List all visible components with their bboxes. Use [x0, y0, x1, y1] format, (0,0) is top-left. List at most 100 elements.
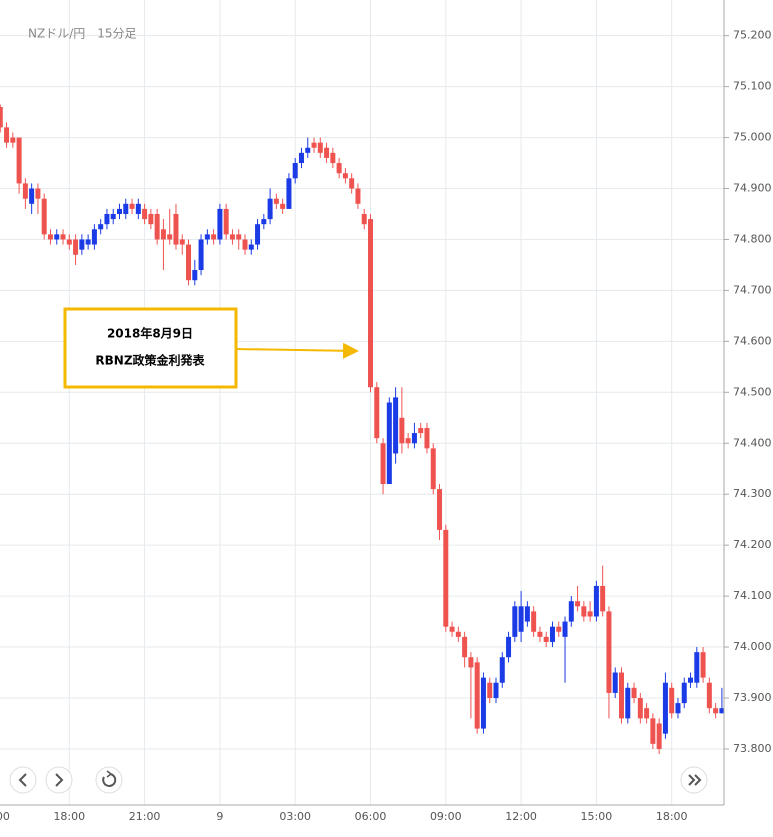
candle-body	[286, 178, 292, 209]
candle-body	[255, 224, 261, 245]
candle-body	[98, 224, 104, 230]
candle-body	[562, 621, 568, 637]
candle-body	[211, 234, 217, 240]
candle-body	[305, 147, 311, 153]
candle-body	[324, 147, 330, 158]
candle-body	[688, 677, 694, 683]
x-tick-label: 18:00	[53, 810, 85, 823]
candle-body	[223, 208, 229, 235]
candle-body	[713, 708, 719, 714]
candle-body	[399, 417, 405, 444]
candle-body	[242, 239, 248, 250]
candle-body	[637, 698, 643, 719]
candle-body	[91, 229, 97, 245]
candle-body	[292, 163, 298, 179]
x-tick-label: 06:00	[355, 810, 387, 823]
candle-body	[110, 213, 116, 220]
candle-body	[117, 208, 122, 214]
candle-body	[455, 631, 461, 637]
candle-body	[104, 213, 110, 225]
candle-body	[386, 402, 392, 485]
candle-body	[430, 448, 436, 490]
chart-title: NZドル/円 15分足	[28, 27, 137, 41]
candle-body	[581, 606, 587, 617]
candle-body	[4, 127, 10, 143]
y-tick-label: 74.300	[733, 487, 772, 500]
candle-body	[606, 611, 612, 693]
candle-body	[524, 606, 530, 622]
y-tick-label: 74.000	[733, 640, 772, 653]
x-tick-label: 9	[216, 810, 223, 823]
candle-body	[568, 601, 574, 622]
nav-reset[interactable]	[95, 766, 123, 794]
candle-body	[593, 585, 599, 617]
y-tick-label: 74.100	[733, 589, 772, 602]
candle-body	[73, 239, 79, 255]
candle-body	[317, 142, 323, 153]
y-tick-label: 74.800	[733, 232, 772, 245]
candle-body	[16, 137, 22, 184]
candle-body	[179, 239, 185, 245]
candle-body	[342, 173, 348, 179]
candle-body	[669, 687, 675, 714]
x-tick-label: 15:00	[581, 810, 613, 823]
candle-body	[330, 152, 336, 164]
candle-body	[41, 198, 47, 235]
y-tick-label: 75.000	[733, 131, 772, 144]
candle-body	[135, 203, 141, 214]
candle-body	[675, 703, 681, 714]
candle-body	[85, 239, 91, 245]
candle-body	[625, 687, 631, 719]
nav-next[interactable]	[45, 766, 73, 794]
annotation-box	[63, 307, 238, 389]
x-tick-label: 15:00	[0, 810, 10, 823]
candle-body	[537, 631, 543, 637]
candle-body	[336, 163, 342, 174]
labels: 75.200 75.100 75.000 74.900 74.800 74.700 74.6…	[0, 29, 772, 823]
candle-body	[123, 203, 129, 214]
candle-body	[411, 433, 417, 444]
candle-body	[142, 208, 148, 220]
candle-body	[66, 239, 72, 245]
candle-body	[374, 387, 380, 439]
candle-body	[612, 672, 618, 693]
candle-body	[248, 244, 254, 250]
y-tick-label: 73.900	[733, 691, 772, 704]
x-tick-label: 03:00	[279, 810, 311, 823]
candle-body	[349, 178, 355, 189]
candle-body	[380, 443, 386, 485]
candle-body	[700, 652, 706, 678]
candle-body	[512, 606, 518, 637]
y-tick-label: 74.500	[733, 385, 772, 398]
y-tick-label: 73.800	[733, 742, 772, 755]
candle-body	[487, 682, 493, 699]
annotation: RBNZ政策金利発表	[95, 353, 205, 368]
candle-body	[273, 198, 279, 204]
candle-body	[79, 239, 85, 250]
candle-body	[650, 718, 656, 744]
candle-body	[204, 234, 210, 240]
candle-body	[267, 198, 273, 220]
candle-body	[424, 427, 430, 449]
y-tick-label: 74.400	[733, 436, 772, 449]
y-tick-label: 74.200	[733, 538, 772, 551]
nav-prev[interactable]	[9, 766, 37, 794]
candle-body	[462, 636, 468, 658]
grid	[0, 0, 724, 805]
annotation-arrow	[235, 342, 359, 359]
candle-body	[706, 682, 712, 709]
candle-body	[418, 427, 424, 434]
candle-body	[10, 137, 16, 143]
candle-body	[368, 219, 373, 388]
candle-body	[681, 682, 687, 704]
candle-body	[148, 213, 154, 225]
candle-body	[619, 672, 624, 719]
candle-body	[480, 677, 486, 729]
candle-body	[443, 529, 449, 627]
nav-latest[interactable]	[680, 766, 708, 794]
candle-body	[587, 611, 593, 617]
candle-body	[631, 687, 637, 699]
x-tick-label: 09:00	[430, 810, 462, 823]
candle-body	[468, 657, 474, 668]
candle-body	[198, 239, 204, 271]
